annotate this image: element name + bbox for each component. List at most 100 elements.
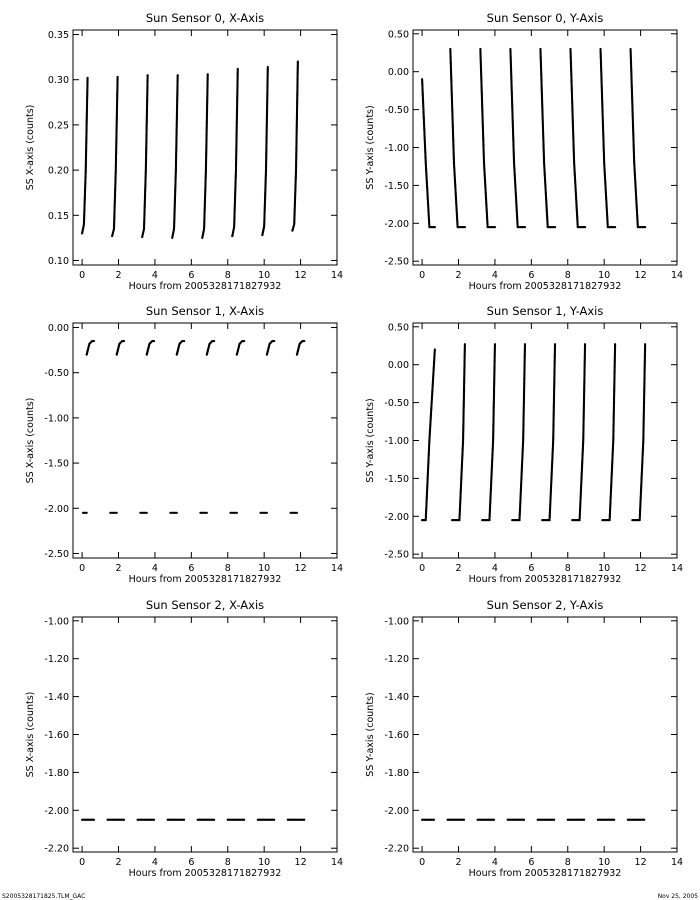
data-series-1 xyxy=(111,75,119,238)
data-point xyxy=(432,818,436,821)
y-tick-label: -1.40 xyxy=(44,692,69,703)
data-point xyxy=(152,818,156,821)
y-tick-label: -0.50 xyxy=(384,105,409,116)
footer-filename: S2005328171825.TLM_GAC xyxy=(2,893,86,900)
y-axis-label: SS Y-axis (counts) xyxy=(365,398,376,482)
x-tick-label: 14 xyxy=(331,563,343,574)
y-tick-label: -2.00 xyxy=(44,504,69,515)
data-series-3 xyxy=(166,818,186,821)
data-series-0 xyxy=(421,348,436,522)
data-series-4 xyxy=(196,818,216,821)
x-tick-label: 10 xyxy=(258,857,270,868)
data-point xyxy=(295,511,299,514)
x-axis-label: Hours from 2005328171827932 xyxy=(129,281,282,292)
data-series-6 xyxy=(265,339,276,356)
data-series-0 xyxy=(81,818,96,821)
y-tick-label: -1.50 xyxy=(384,474,409,485)
y-tick-label: 0.20 xyxy=(48,166,69,177)
data-point xyxy=(583,343,587,346)
y-tick-label: 0.10 xyxy=(48,256,69,267)
y-tick-label: 0.50 xyxy=(388,322,409,333)
data-series-3 xyxy=(171,74,179,239)
plot-frame xyxy=(72,616,338,853)
x-tick-label: 12 xyxy=(635,857,647,868)
data-point xyxy=(243,818,246,821)
data-series-10 xyxy=(139,511,148,514)
x-tick-label: 6 xyxy=(528,270,534,281)
x-axis-label: Hours from 2005328171827932 xyxy=(129,868,282,879)
y-tick-label: 0.25 xyxy=(48,120,69,131)
data-point xyxy=(493,343,497,346)
x-tick-label: 6 xyxy=(528,857,534,868)
y-tick-label: -1.80 xyxy=(384,768,409,779)
x-tick-label: 2 xyxy=(115,270,121,281)
chart-title: Sun Sensor 0, Y-Axis xyxy=(487,11,604,25)
y-tick-label: -1.00 xyxy=(384,616,409,627)
x-tick-label: 10 xyxy=(258,563,270,574)
data-point xyxy=(553,226,557,229)
x-tick-label: 14 xyxy=(671,270,683,281)
y-tick-label: -2.00 xyxy=(384,219,409,230)
plot-frame xyxy=(72,29,338,266)
data-series-4 xyxy=(541,343,557,522)
x-axis-label: Hours from 2005328171827932 xyxy=(129,574,282,585)
data-series-6 xyxy=(261,65,269,237)
data-series-6 xyxy=(599,47,617,229)
data-series-0 xyxy=(421,78,436,229)
data-point xyxy=(182,818,186,821)
y-tick-label: -0.50 xyxy=(44,368,69,379)
data-series-4 xyxy=(205,339,216,356)
x-tick-label: 8 xyxy=(225,857,231,868)
y-tick-label: -2.50 xyxy=(384,257,409,268)
data-series-1 xyxy=(449,47,466,229)
data-point xyxy=(115,511,118,514)
data-series-4 xyxy=(539,47,557,229)
data-series-6 xyxy=(256,818,276,821)
y-tick-label: -1.40 xyxy=(384,692,409,703)
y-tick-label: -1.00 xyxy=(44,616,69,627)
plot-frame xyxy=(412,322,678,559)
data-point xyxy=(152,339,156,343)
data-point xyxy=(644,226,647,229)
y-axis-label: SS Y-axis (counts) xyxy=(365,105,376,189)
chart-title: Sun Sensor 2, X-Axis xyxy=(146,598,264,612)
x-tick-label: 4 xyxy=(152,270,158,281)
footer-date: Nov 25, 2005 xyxy=(657,893,698,900)
data-series-7 xyxy=(631,343,647,522)
data-series-5 xyxy=(231,67,239,238)
y-tick-label: -2.00 xyxy=(384,512,409,523)
data-series-3 xyxy=(509,47,527,229)
data-point xyxy=(176,74,179,77)
data-point xyxy=(462,818,466,821)
y-tick-label: 0.50 xyxy=(388,29,409,40)
data-point xyxy=(122,818,126,821)
y-tick-label: 0.35 xyxy=(48,30,69,41)
chart-title: Sun Sensor 0, X-Axis xyxy=(146,11,264,25)
data-series-13 xyxy=(229,511,238,514)
y-tick-label: 0.00 xyxy=(388,67,409,78)
data-series-5 xyxy=(235,339,246,356)
y-tick-label: -1.20 xyxy=(384,654,409,665)
y-tick-label: -0.50 xyxy=(384,398,409,409)
x-tick-label: 8 xyxy=(565,563,571,574)
data-point xyxy=(206,73,209,76)
data-point xyxy=(266,65,269,69)
data-point xyxy=(116,75,119,79)
x-tick-label: 12 xyxy=(635,563,647,574)
data-point xyxy=(523,343,527,346)
x-tick-label: 2 xyxy=(455,563,461,574)
data-point xyxy=(235,511,238,514)
data-series-7 xyxy=(295,339,306,356)
x-tick-label: 2 xyxy=(115,563,121,574)
x-tick-label: 8 xyxy=(565,270,571,281)
data-point xyxy=(523,226,527,229)
x-tick-label: 14 xyxy=(671,857,683,868)
x-tick-label: 10 xyxy=(598,563,610,574)
x-tick-label: 0 xyxy=(79,563,85,574)
data-point xyxy=(613,818,616,821)
x-tick-label: 6 xyxy=(188,270,194,281)
data-point xyxy=(644,343,647,346)
